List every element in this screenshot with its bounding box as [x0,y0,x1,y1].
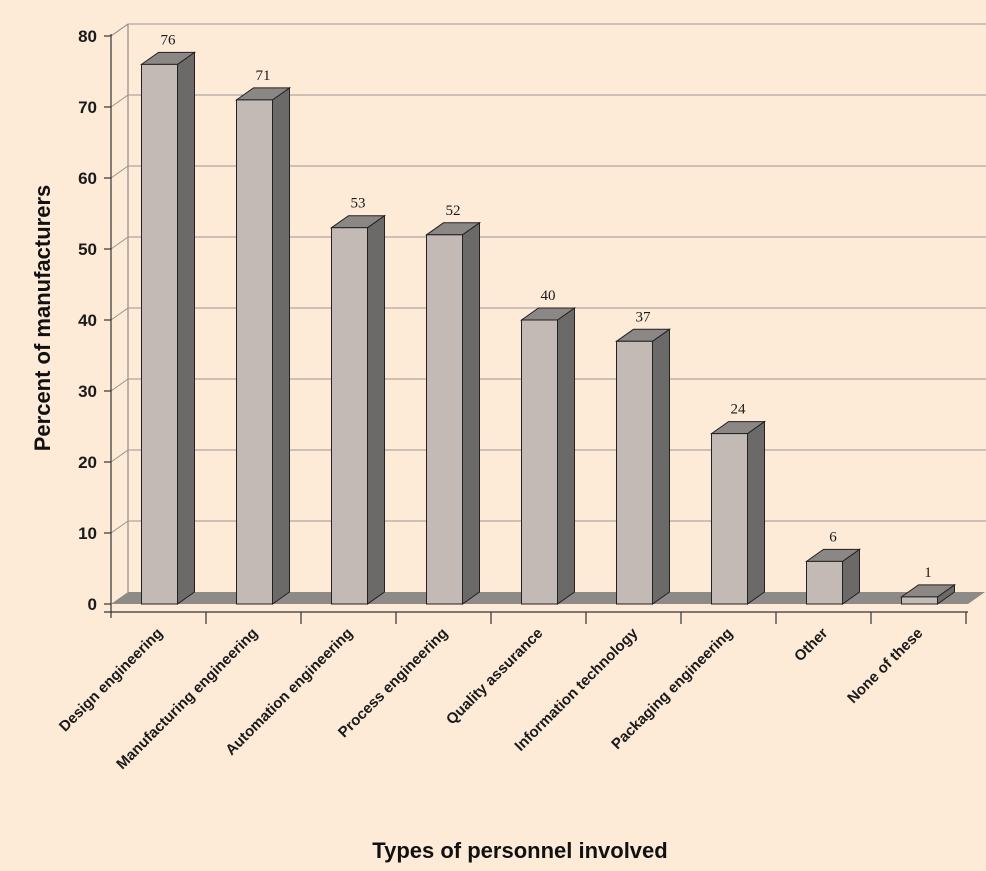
y-tick-label: 10 [78,524,97,543]
x-tick-label: None of these [844,625,926,707]
bar-front [901,596,938,605]
bar-front [141,63,178,605]
x-tick-label: Other [791,625,831,665]
gridline-side [110,23,129,37]
bar [614,328,672,605]
bar-front [331,227,368,605]
bar-front [711,433,748,605]
bar [519,307,577,605]
y-tick-label: 20 [78,453,97,472]
bar [804,548,862,605]
gridline-side [110,520,129,534]
gridline-side [110,165,129,179]
y-tick-label: 70 [78,98,97,117]
x-tick-label: Quality assurance [443,625,546,728]
bar-front [521,319,558,605]
x-axis-title: Types of personnel involved [372,838,667,863]
axes [104,34,968,624]
bar-side [272,86,290,605]
gridline-side [110,236,129,250]
bar-side [367,214,385,605]
data-label: 76 [161,32,177,48]
x-tick-label: Process engineering [335,625,451,741]
data-label: 53 [351,196,366,212]
bars [139,51,957,605]
x-tick-label: Design engineering [56,625,166,735]
bar-side [652,328,670,605]
bar-side [177,51,195,605]
bar [899,583,957,605]
data-label: 24 [731,402,747,418]
bar-front [616,340,653,605]
y-tick-label: 80 [78,27,97,46]
data-label: 37 [636,309,652,325]
gridline-side [110,449,129,463]
gridline-side [110,378,129,392]
data-label: 52 [446,203,461,219]
bar-front [806,560,843,605]
data-label: 1 [924,565,932,581]
y-tick-label: 60 [78,169,97,188]
bar-front [426,234,463,605]
data-labels: 76 71 53 52 40 37 24 6 1 [161,32,932,581]
bar [709,420,767,605]
y-tick-label: 50 [78,240,97,259]
y-tick-label: 30 [78,382,97,401]
bar [329,214,387,605]
data-label: 6 [829,529,837,545]
y-tick-labels: 0 10 20 30 40 50 60 70 80 [78,27,97,614]
bar [234,86,292,605]
gridline-side [110,94,129,108]
y-axis-title: Percent of manufacturers [30,185,55,452]
bar-side [557,307,575,605]
bar [139,51,197,605]
gridline-side [110,307,129,321]
data-label: 71 [256,68,271,84]
bar-front [236,99,273,605]
bar-side [747,420,765,605]
data-label: 40 [541,288,556,304]
bar [424,221,482,605]
y-tick-label: 0 [88,595,97,614]
bar-side [462,221,480,605]
y-tick-label: 40 [78,311,97,330]
